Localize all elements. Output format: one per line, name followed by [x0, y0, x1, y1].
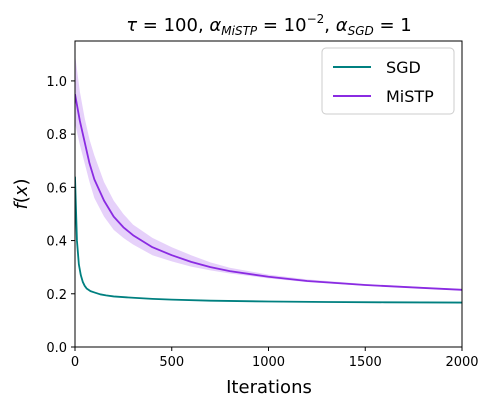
y-tick-label: 0.6	[46, 181, 67, 196]
title-mistp-exp: −2	[307, 12, 325, 26]
y-axis: 0.0 0.2 0.4 0.6 0.8 1.0	[46, 75, 75, 356]
y-tick-label: 0.0	[46, 341, 67, 356]
title-mistp-sub: MiSTP	[221, 24, 258, 38]
y-tick-label: 0.4	[46, 235, 67, 250]
plot-area	[75, 54, 462, 304]
title-alpha-1: α	[209, 15, 221, 36]
title-mistp-value: = 10	[257, 15, 306, 36]
x-tick-label: 1500	[349, 355, 382, 370]
x-tick-label: 0	[71, 355, 79, 370]
legend-label-sgd: SGD	[386, 58, 421, 77]
title-tau-value: = 100,	[137, 15, 209, 36]
y-label-open: (	[11, 196, 32, 203]
y-label-x: x	[11, 185, 32, 197]
title-sep: ,	[324, 15, 335, 36]
legend: SGD MiSTP	[321, 47, 455, 115]
x-tick-label: 2000	[445, 355, 478, 370]
y-tick-label: 1.0	[46, 75, 67, 90]
title-sgd-sub: SGD	[348, 24, 374, 38]
y-tick-label: 0.8	[46, 128, 67, 143]
x-axis: 0 500 1000 1500 2000	[71, 347, 479, 370]
y-label-f: f	[11, 201, 32, 210]
y-tick-label: 0.2	[46, 288, 67, 303]
x-tick-label: 1000	[252, 355, 285, 370]
title-sgd-value: = 1	[374, 15, 412, 36]
title-tau: τ	[126, 15, 137, 36]
title-alpha-2: α	[336, 15, 348, 36]
series-line-sgd	[75, 176, 462, 304]
chart-title: τ = 100, αMiSTP = 10−2, αSGD = 1	[126, 12, 412, 38]
y-label-close: )	[11, 178, 32, 185]
x-tick-label: 500	[159, 355, 184, 370]
x-axis-label: Iterations	[226, 377, 312, 398]
series-line-mistp	[75, 94, 462, 291]
legend-box	[321, 47, 455, 115]
legend-label-mistp: MiSTP	[386, 87, 434, 106]
y-axis-label: f(x)	[11, 178, 32, 209]
